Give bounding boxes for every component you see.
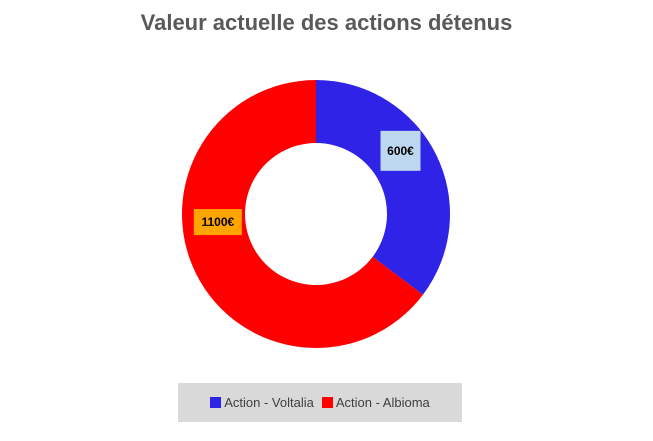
data-label-voltalia: 600€ — [380, 130, 421, 171]
legend-item-voltalia: Action - Voltalia — [210, 395, 314, 410]
data-label-box-albioma — [193, 209, 242, 236]
chart-title: Valeur actuelle des actions détenus — [140, 10, 513, 35]
legend-label-voltalia: Action - Voltalia — [224, 395, 314, 410]
legend-label-albioma: Action - Albioma — [335, 395, 430, 410]
legend-item-albioma: Action - Albioma — [321, 395, 430, 410]
data-label-box-voltalia — [380, 130, 421, 171]
data-label-text-albioma: 1100€ — [201, 215, 234, 229]
chart-legend: Action - Voltalia Action - Albioma — [178, 383, 462, 422]
data-label-text-voltalia: 600€ — [387, 144, 414, 158]
donut-slice-voltalia — [316, 80, 450, 295]
donut-slice-albioma — [181, 80, 423, 348]
legend-swatch-voltalia — [210, 397, 222, 408]
legend-swatch-albioma — [321, 397, 333, 408]
data-label-albioma: 1100€ — [193, 209, 242, 236]
